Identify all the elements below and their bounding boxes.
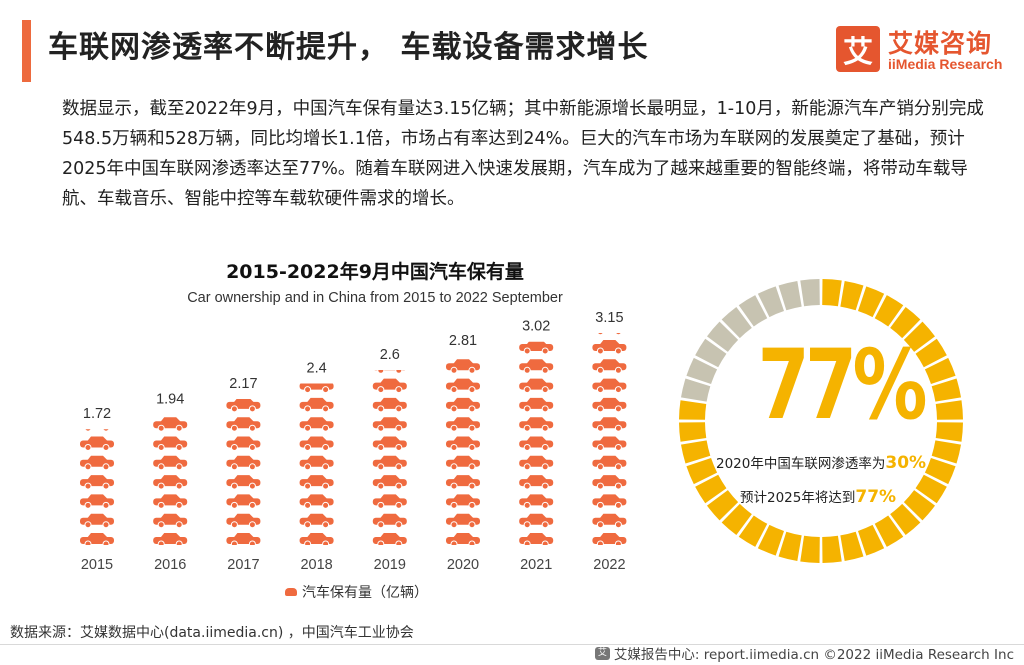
value-label-2017: 2.17: [229, 376, 257, 392]
donut-segment-main: [857, 286, 885, 318]
car-legend-icon: [285, 588, 297, 596]
title-accent-bar: [22, 20, 31, 82]
bar-2018: [299, 383, 334, 545]
bar-2016: [153, 417, 188, 545]
logo-en-text: iiMedia Research: [888, 56, 1003, 72]
x-tick-2022: 2022: [593, 557, 625, 573]
donut-segment-main: [840, 280, 864, 311]
report-center-icon: 艾: [594, 646, 610, 660]
donut-segment-rest: [721, 306, 752, 339]
donut-segment-main: [903, 321, 936, 352]
bar-chart-subtitle: Car ownership and in China from 2015 to …: [187, 290, 563, 306]
donut-segment-main: [931, 440, 962, 464]
value-label-2022: 3.15: [595, 310, 623, 326]
bar-2019: [372, 370, 407, 545]
bar-2021: [519, 341, 554, 545]
donut-segment-main: [822, 535, 842, 563]
car-ownership-chart: 1.72 2015 1.94 2016 2.17 2017 2.4 2018 2.6 2019 2.…: [80, 310, 627, 573]
penetration-donut: [679, 279, 963, 563]
footer: 艾 艾媒报告中心: report.iimedia.cn ©2022 iiMedi…: [594, 643, 1014, 663]
value-label-2021: 3.02: [522, 319, 550, 335]
summary-paragraph: 数据显示，截至2022年9月，中国汽车保有量达3.15亿辆；其中新能源增长最明显…: [62, 99, 984, 209]
x-tick-2016: 2016: [154, 557, 186, 573]
donut-segment-main: [680, 440, 711, 464]
donut-segment-main: [874, 295, 904, 327]
value-label-2020: 2.81: [449, 333, 477, 349]
legend-label: 汽车保有量（亿辆）: [302, 585, 428, 601]
donut-segment-main: [679, 400, 707, 420]
bar-2015: [80, 429, 114, 545]
donut-big-percent: 77%: [757, 329, 928, 441]
logo-mark-icon: 艾: [836, 26, 880, 72]
footer-text: 艾媒报告中心: report.iimedia.cn ©2022 iiMedia …: [613, 647, 1014, 663]
x-tick-2021: 2021: [520, 557, 552, 573]
donut-segment-main: [679, 422, 707, 442]
donut-segment-main: [822, 279, 842, 307]
donut-segment-main: [924, 457, 956, 485]
donut-segment-rest: [800, 279, 820, 307]
donut-segment-main: [890, 503, 921, 536]
donut-segment-main: [800, 535, 820, 563]
chart-legend: 汽车保有量（亿辆）: [285, 582, 428, 602]
page-title: 车联网渗透率不断提升， 车载设备需求增长: [48, 30, 649, 65]
data-source: 数据来源：艾媒数据中心(data.iimedia.cn) ，中国汽车工业协会: [10, 625, 414, 641]
value-label-2015: 1.72: [83, 406, 111, 422]
caption-2020-text: 2020年中国车联网渗透率为: [716, 456, 886, 472]
donut-segment-main: [903, 490, 936, 521]
bar-2020: [446, 359, 480, 545]
donut-segment-main: [915, 474, 947, 504]
x-tick-2020: 2020: [447, 557, 479, 573]
donut-segment-main: [890, 306, 921, 339]
donut-segment-main: [935, 400, 963, 420]
donut-segment-rest: [686, 357, 718, 385]
brand-logo: 艾 艾媒咨询 iiMedia Research: [836, 26, 1011, 78]
caption-2025-value: 77%: [855, 487, 897, 507]
donut-segment-main: [935, 422, 963, 442]
donut-segment-rest: [778, 280, 802, 311]
bar-2022: [592, 333, 627, 545]
x-tick-2019: 2019: [374, 557, 406, 573]
caption-2025-text: 预计2025年将达到: [740, 490, 856, 506]
donut-segment-main: [706, 490, 739, 521]
x-tick-2017: 2017: [227, 557, 259, 573]
donut-segment-main: [695, 474, 727, 504]
x-tick-2015: 2015: [81, 557, 113, 573]
donut-segment-main: [721, 503, 752, 536]
x-tick-2018: 2018: [300, 557, 332, 573]
bar-chart-title: 2015-2022年9月中国汽车保有量: [226, 261, 524, 283]
donut-caption-2025: 预计2025年将达到77%: [740, 486, 940, 507]
donut-segment-main: [924, 357, 956, 385]
donut-segment-main: [840, 531, 864, 562]
donut-segment-rest: [680, 378, 711, 402]
donut-caption-2020: 2020年中国车联网渗透率为30%: [716, 452, 956, 473]
logo-cn-text: 艾媒咨询: [888, 29, 993, 58]
value-label-2016: 1.94: [156, 391, 184, 407]
donut-segment-main: [757, 524, 785, 556]
donut-segment-rest: [695, 338, 727, 368]
donut-segment-rest: [738, 295, 768, 327]
donut-segment-main: [874, 515, 904, 547]
donut-segment-rest: [706, 321, 739, 352]
bar-2017: [226, 398, 261, 546]
donut-segment-main: [931, 378, 962, 402]
footer-divider: [0, 644, 1024, 645]
caption-2020-value: 30%: [885, 453, 927, 473]
donut-segment-main: [738, 515, 768, 547]
donut-segment-main: [857, 524, 885, 556]
value-label-2018: 2.4: [307, 360, 327, 376]
donut-segment-rest: [757, 286, 785, 318]
donut-segment-main: [915, 338, 947, 368]
donut-segment-main: [778, 531, 802, 562]
donut-segment-main: [686, 457, 718, 485]
value-label-2019: 2.6: [380, 347, 400, 363]
